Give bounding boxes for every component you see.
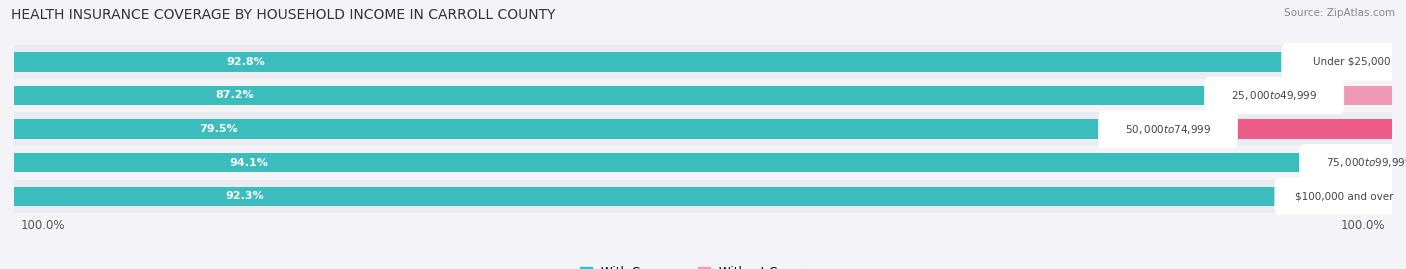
Bar <box>14 187 1286 206</box>
Bar <box>14 153 1310 172</box>
Bar <box>1333 86 1406 105</box>
FancyBboxPatch shape <box>1098 111 1237 147</box>
Text: 94.1%: 94.1% <box>229 158 269 168</box>
FancyBboxPatch shape <box>1275 178 1406 215</box>
Text: $25,000 to $49,999: $25,000 to $49,999 <box>1232 89 1317 102</box>
Text: 92.3%: 92.3% <box>225 191 264 201</box>
Text: 92.8%: 92.8% <box>226 57 266 67</box>
Text: Source: ZipAtlas.com: Source: ZipAtlas.com <box>1284 8 1395 18</box>
Bar <box>14 45 1392 79</box>
Text: 87.2%: 87.2% <box>215 90 253 101</box>
Text: 100.0%: 100.0% <box>1340 219 1385 232</box>
Bar <box>14 52 1292 72</box>
Bar <box>1403 187 1406 206</box>
FancyBboxPatch shape <box>1299 144 1406 181</box>
Bar <box>1226 119 1406 139</box>
Text: $75,000 to $99,999: $75,000 to $99,999 <box>1326 156 1406 169</box>
FancyBboxPatch shape <box>1205 77 1344 114</box>
Bar <box>14 180 1392 213</box>
Text: HEALTH INSURANCE COVERAGE BY HOUSEHOLD INCOME IN CARROLL COUNTY: HEALTH INSURANCE COVERAGE BY HOUSEHOLD I… <box>11 8 555 22</box>
FancyBboxPatch shape <box>1282 44 1406 80</box>
Bar <box>14 112 1392 146</box>
Text: Under $25,000: Under $25,000 <box>1313 57 1391 67</box>
Text: 100.0%: 100.0% <box>21 219 66 232</box>
Text: 79.5%: 79.5% <box>200 124 238 134</box>
Bar <box>14 119 1109 139</box>
Legend: With Coverage, Without Coverage: With Coverage, Without Coverage <box>579 266 827 269</box>
Bar <box>14 146 1392 180</box>
Bar <box>14 86 1216 105</box>
Text: $50,000 to $74,999: $50,000 to $74,999 <box>1125 123 1211 136</box>
Bar <box>14 79 1392 112</box>
Text: $100,000 and over: $100,000 and over <box>1295 191 1393 201</box>
